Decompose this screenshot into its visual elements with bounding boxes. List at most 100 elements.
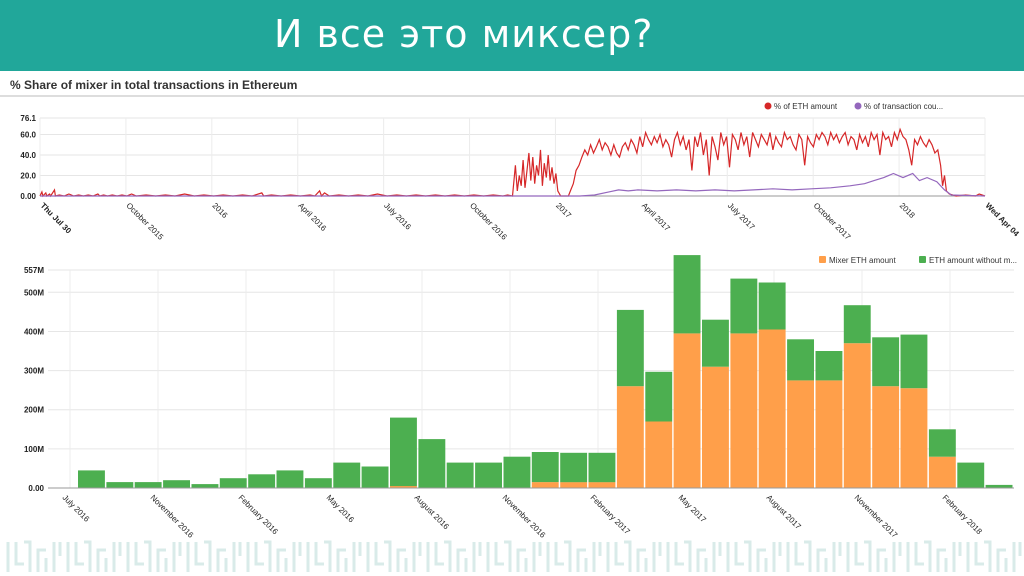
- line-y-tick-label: 60.0: [20, 131, 36, 140]
- bar-y-tick-label: 500M: [24, 288, 44, 297]
- bar-segment-2: [446, 462, 474, 488]
- line-y-tick-label: 20.0: [20, 172, 36, 181]
- pattern-stroke: [66, 540, 92, 572]
- pattern-tile: [906, 540, 932, 572]
- pattern-tile: [576, 542, 602, 572]
- bar-segment-2: [985, 484, 1013, 488]
- legend-label: % of transaction cou...: [864, 102, 943, 111]
- bar-x-tick-label: February 2018: [941, 493, 985, 537]
- bar-y-tick-label: 300M: [24, 367, 44, 376]
- bar-segment-1: [758, 329, 786, 488]
- bar-segment-1: [928, 456, 956, 488]
- bar-segment-2: [872, 337, 900, 387]
- line-y-tick-label: 76.1: [20, 114, 36, 123]
- line-series-1: [39, 127, 986, 198]
- pattern-stroke: [36, 542, 62, 572]
- bar-segment-2: [418, 439, 446, 488]
- bar-segment-2: [248, 474, 276, 488]
- pattern-stroke: [426, 540, 452, 572]
- bar-y-tick-label: 400M: [24, 327, 44, 336]
- pattern-stroke: [606, 540, 632, 572]
- pattern-tile: [336, 542, 362, 572]
- bar-y-tick-label: 200M: [24, 406, 44, 415]
- bar-y-tick-label: 100M: [24, 445, 44, 454]
- legend-marker: [764, 102, 772, 110]
- slide-header: И все это миксер?: [0, 0, 1024, 71]
- pattern-tile: [876, 542, 902, 572]
- pattern-tile: [66, 540, 92, 572]
- bar-segment-2: [361, 466, 389, 488]
- pattern-tile: [666, 540, 692, 572]
- pattern-tile: [216, 542, 242, 572]
- pattern-stroke: [366, 540, 392, 572]
- slide-title: И все это миксер?: [274, 12, 654, 56]
- bar-x-tick-label: November 2016: [501, 493, 548, 540]
- bar-segment-2: [673, 255, 701, 334]
- bar-x-tick-label: May 2017: [677, 493, 709, 525]
- bar-segment-2: [333, 462, 361, 488]
- legend-marker: [854, 102, 862, 110]
- bar-segment-2: [900, 334, 928, 389]
- bar-segment-1: [730, 333, 758, 488]
- pattern-stroke: [126, 540, 152, 572]
- pattern-stroke: [186, 540, 212, 572]
- bar-segment-2: [219, 478, 247, 488]
- pattern-stroke: [756, 542, 782, 572]
- pattern-stroke: [876, 542, 902, 572]
- pattern-tile: [396, 542, 422, 572]
- bar-segment-2: [78, 470, 105, 488]
- bar-x-tick-label: November 2017: [853, 493, 900, 540]
- bar-segment-2: [702, 319, 729, 367]
- pattern-tile: [786, 540, 812, 572]
- pattern-tile: [606, 540, 632, 572]
- pattern-stroke: [786, 540, 812, 572]
- pattern-stroke: [936, 542, 962, 572]
- bar-segment-2: [787, 339, 814, 381]
- bar-segment-1: [872, 386, 900, 488]
- bar-x-tick-label: August 2017: [765, 493, 804, 532]
- pattern-tile: [456, 542, 482, 572]
- line-y-tick-label: 0.00: [20, 192, 36, 201]
- pattern-stroke: [246, 540, 272, 572]
- pattern-tile: [96, 542, 122, 572]
- bar-x-tick-label: August 2016: [413, 493, 452, 532]
- bar-segment-2: [276, 470, 304, 488]
- bar-segment-2: [843, 305, 871, 344]
- pattern-stroke: [456, 542, 482, 572]
- pattern-stroke: [966, 540, 992, 572]
- pattern-stroke: [396, 542, 422, 572]
- bar-segment-2: [928, 429, 956, 457]
- bar-x-tick-label: November 2016: [149, 493, 196, 540]
- bar-x-tick-label: July 2016: [61, 493, 92, 524]
- pattern-tile: [996, 542, 1022, 572]
- bar-y-tick-label: 557M: [24, 266, 44, 275]
- bar-segment-1: [645, 421, 673, 488]
- pattern-stroke: [906, 540, 932, 572]
- pattern-tile: [366, 540, 392, 572]
- pattern-tile: [426, 540, 452, 572]
- pattern-tile: [846, 540, 872, 572]
- legend-marker: [919, 256, 926, 263]
- bar-segment-2: [588, 452, 616, 483]
- pattern-tile: [726, 540, 752, 572]
- bar-segment-1: [390, 486, 417, 488]
- pattern-tile: [696, 542, 722, 572]
- pattern-tile: [936, 542, 962, 572]
- pattern-stroke: [156, 542, 182, 572]
- legend-label: Mixer ETH amount: [829, 256, 896, 265]
- bar-segment-1: [531, 482, 559, 488]
- bar-segment-1: [588, 482, 616, 488]
- bar-segment-1: [616, 386, 644, 488]
- pattern-tile: [756, 542, 782, 572]
- pattern-stroke: [726, 540, 752, 572]
- pattern-tile: [636, 542, 662, 572]
- bar-segment-1: [900, 388, 928, 488]
- pattern-stroke: [216, 542, 242, 572]
- bar-segment-2: [730, 278, 758, 334]
- bar-segment-2: [503, 456, 531, 488]
- bar-segment-2: [531, 452, 559, 483]
- pattern-tile: [36, 542, 62, 572]
- pattern-tile: [546, 540, 572, 572]
- bar-segment-1: [815, 380, 843, 488]
- pattern-stroke: [576, 542, 602, 572]
